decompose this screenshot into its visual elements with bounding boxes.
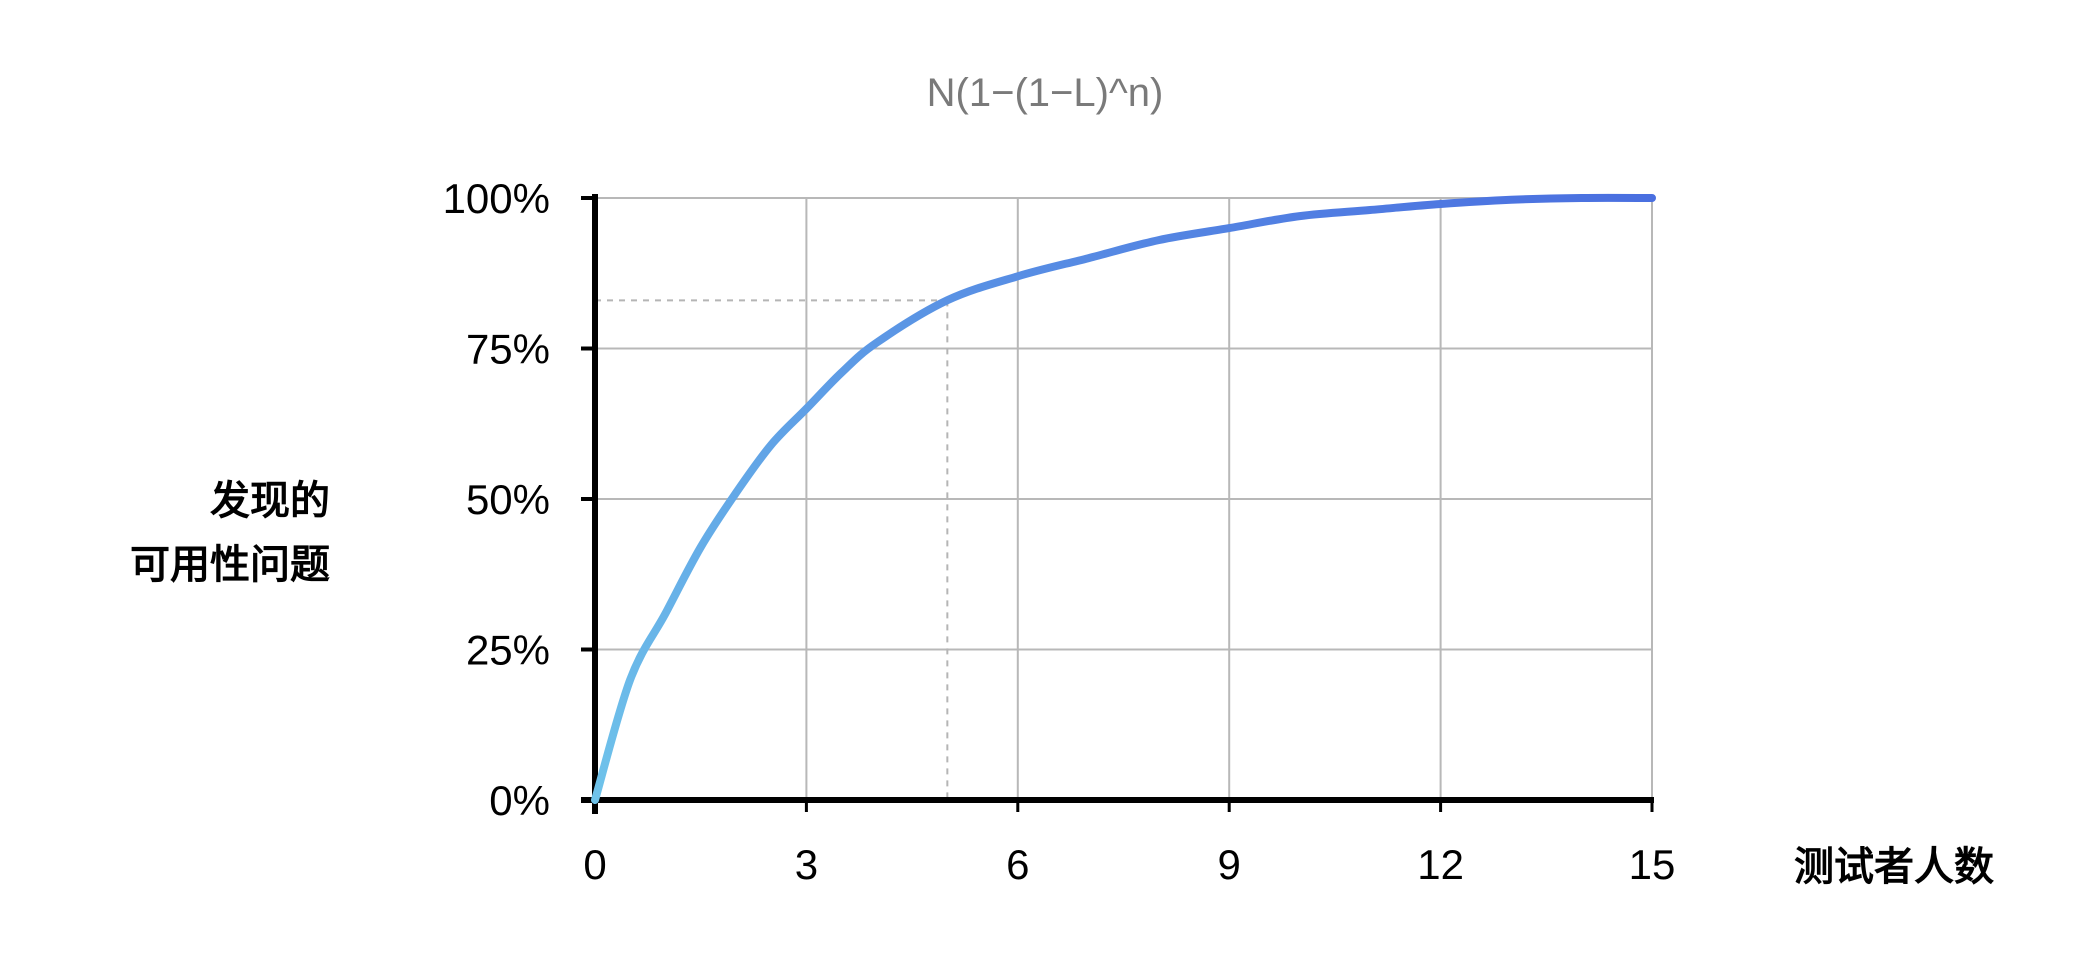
axes (581, 194, 1654, 814)
y-tick-label-50: 50% (466, 476, 550, 523)
x-tick-label-6: 6 (1006, 841, 1029, 888)
y-axis-label-line-1: 发现的 (210, 478, 330, 524)
y-axis-label: 发现的 可用性问题 (130, 478, 330, 588)
x-tick-label-12: 12 (1417, 841, 1464, 888)
x-tick-label-9: 9 (1218, 841, 1241, 888)
y-tick-label-75: 75% (466, 326, 550, 373)
reference-lines (595, 299, 949, 800)
x-tick-label-15: 15 (1629, 841, 1676, 888)
y-tick-label-0: 0% (489, 777, 550, 824)
chart-title: N(1−(1−L)^n) (927, 71, 1164, 115)
y-axis-label-line-2: 可用性问题 (130, 542, 330, 588)
tick-labels: 0 3 6 9 12 15 0% 25% 50% 75% 100% (443, 175, 1676, 888)
y-tick-label-25: 25% (466, 627, 550, 674)
x-tick-label-0: 0 (583, 841, 606, 888)
x-axis-label: 测试者人数 (1794, 844, 1994, 890)
series-line-0 (591, 193, 1656, 804)
series (591, 193, 1656, 804)
y-tick-label-100: 100% (443, 175, 550, 222)
x-tick-label-3: 3 (795, 841, 818, 888)
grid (595, 197, 1653, 800)
